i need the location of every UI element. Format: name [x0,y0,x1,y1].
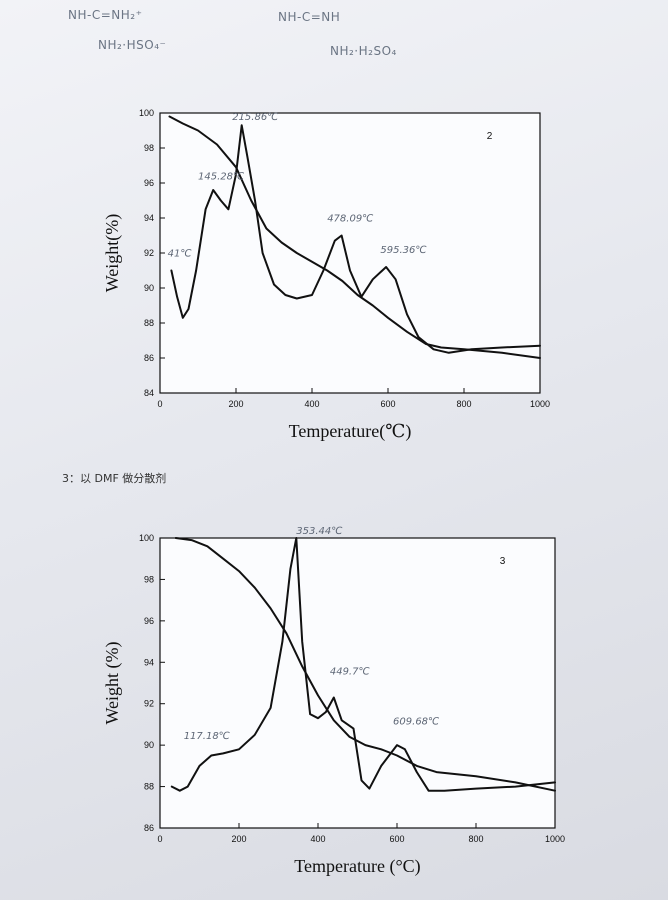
plot-frame [159,112,541,394]
x-tick-label: 600 [389,834,404,844]
y-tick-label: 88 [144,782,154,792]
formula-right-bottom: NH₂·H₂SO₄ [330,44,397,58]
x-tick-label: 1000 [545,834,565,844]
tga-chart-2: 0 200 400 600 800 1000 84 86 88 90 92 94 96 98 100 Temp… [102,108,550,442]
peak-annotation: 215.86℃ [232,112,278,123]
y-tick-label: 94 [144,213,154,223]
dtg-curve [170,537,556,792]
peak-annotation: 609.68℃ [393,716,439,727]
x-tick-label: 800 [468,834,483,844]
y-tick-label: 96 [144,178,154,188]
y-axis-label: Weight (%) [102,641,123,724]
formula-right-top: NH-C=NH [278,10,341,24]
peak-annotation: 353.44℃ [296,526,342,537]
y-tick-label: 90 [144,283,154,293]
x-axis-label: Temperature (°C) [294,856,420,877]
y-tick-label: 96 [144,616,154,626]
x-tick-label: 400 [310,834,325,844]
x-axis-label: Temperature(℃) [289,421,412,442]
peak-annotation: 117.18℃ [184,731,230,742]
peak-annotation: 145.28℃ [198,172,244,183]
formula-left-bottom: NH₂·HSO₄⁻ [98,38,167,52]
y-tick-label: 98 [144,574,154,584]
section-caption: 3：以 DMF 做分散剂 [62,472,167,485]
y-tick-label: 100 [139,108,154,118]
peak-annotation: 41℃ [168,249,192,260]
x-tick-label: 400 [304,399,319,409]
y-tick-label: 92 [144,248,154,258]
y-tick-label: 100 [139,533,154,543]
formula-left-top: NH-C=NH₂⁺ [68,8,143,22]
y-tick-label: 90 [144,740,154,750]
tg-curve [174,537,556,792]
peak-annotation: 449.7℃ [330,667,370,678]
y-tick-label: 86 [144,823,154,833]
tga-chart-3: 0 200 400 600 800 1000 86 88 90 92 94 96 98 100 Temper… [102,526,565,877]
y-axis-label: Weight(%) [102,214,123,293]
tg-curve [168,115,541,359]
x-tick-label: 200 [228,399,243,409]
y-tick-label: 98 [144,143,154,153]
x-tick-label: 200 [231,834,246,844]
panel-label: 3 [500,556,506,567]
y-tick-label: 92 [144,699,154,709]
peak-annotation: 478.09℃ [327,214,373,225]
x-tick-label: 600 [380,399,395,409]
dtg-curve [170,124,541,354]
y-tick-label: 94 [144,657,154,667]
plot-frame [159,537,556,829]
peak-annotation: 595.36℃ [380,245,426,256]
y-tick-label: 88 [144,318,154,328]
x-tick-label: 1000 [530,399,550,409]
x-tick-label: 0 [157,399,162,409]
y-tick-label: 84 [144,388,154,398]
y-tick-label: 86 [144,353,154,363]
panel-label: 2 [487,131,493,142]
x-tick-label: 800 [456,399,471,409]
x-tick-label: 0 [157,834,162,844]
